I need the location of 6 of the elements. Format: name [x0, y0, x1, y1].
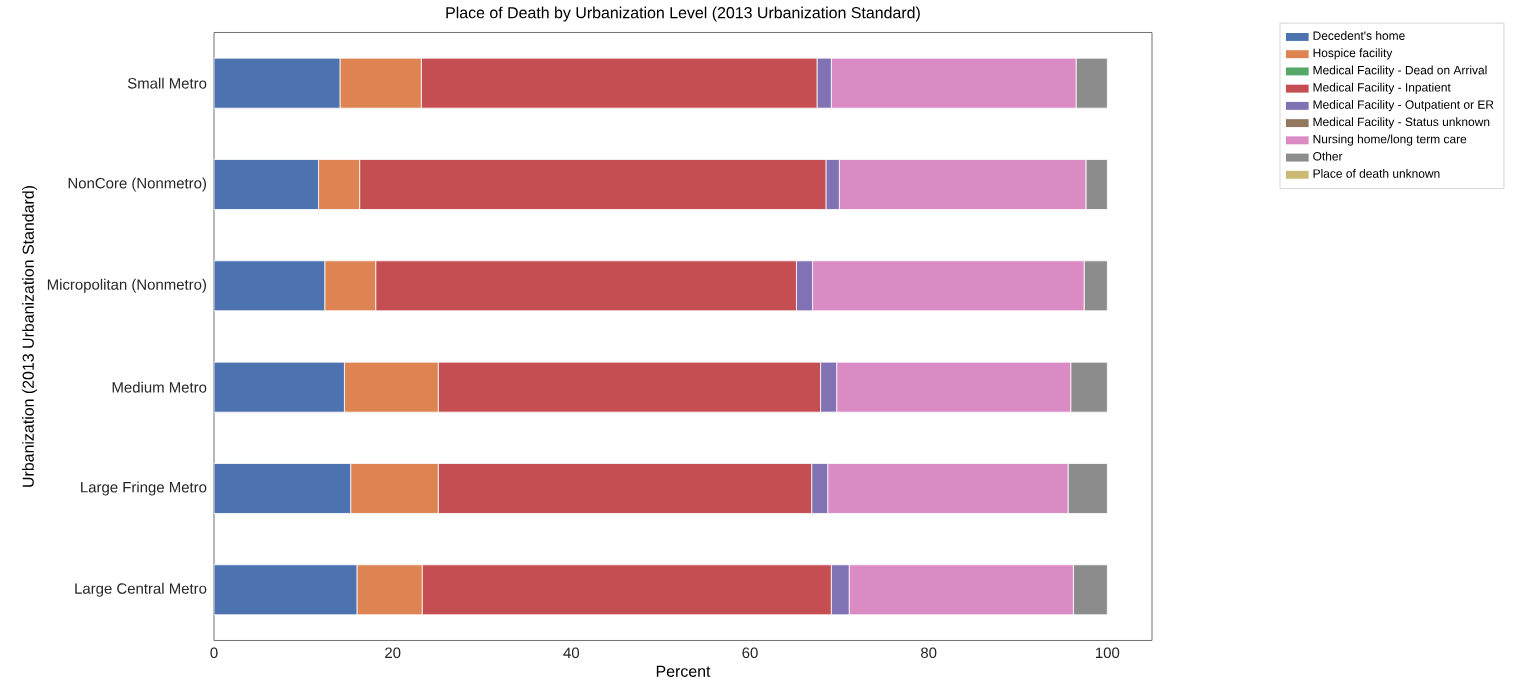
bar: [214, 361, 345, 413]
bar: [214, 260, 326, 311]
bar: [214, 57, 341, 109]
bar: [214, 158, 319, 210]
bar: [214, 564, 358, 615]
bar: [214, 462, 352, 514]
